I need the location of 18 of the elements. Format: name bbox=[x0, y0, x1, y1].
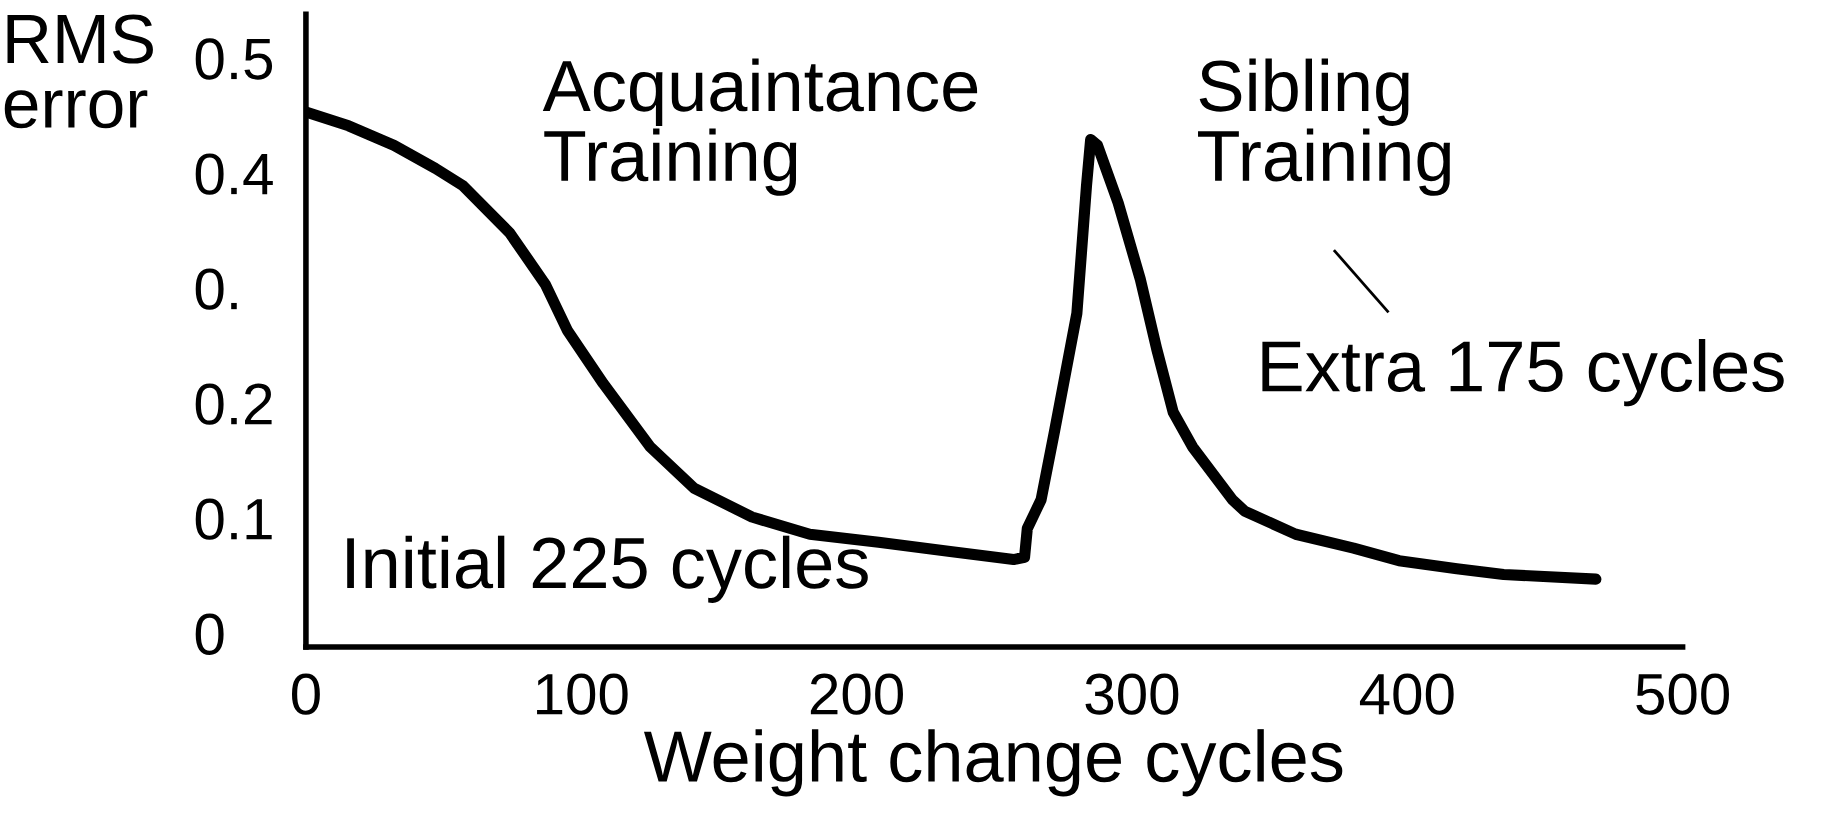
y-tick-label: 0 bbox=[195, 613, 224, 655]
x-tick-label: 500 bbox=[1636, 673, 1729, 715]
annotation: Initial 225 cycles bbox=[347, 535, 868, 603]
x-tick-label: 400 bbox=[1359, 673, 1454, 715]
x-tick-label: 200 bbox=[810, 673, 903, 715]
y-tick-label: 0.2 bbox=[195, 383, 272, 425]
annotation: Extra 175 cycles bbox=[1262, 338, 1784, 407]
annotation: Acquaintance Training bbox=[542, 58, 978, 196]
annotation: Sibling Training bbox=[1198, 58, 1450, 196]
y-tick-label: 0. bbox=[195, 268, 237, 310]
y-tick-label: 0.4 bbox=[195, 153, 273, 195]
x-tick-label: 0 bbox=[291, 673, 320, 715]
y-tick-label: 0.1 bbox=[195, 498, 272, 540]
x-tick-label: 300 bbox=[1085, 673, 1179, 715]
x-tick-label: 100 bbox=[537, 673, 628, 715]
y-axis-title: RMS error bbox=[4, 14, 153, 129]
y-tick-label: 0.5 bbox=[195, 38, 273, 80]
x-axis-title: Weight change cycles bbox=[643, 729, 1343, 797]
